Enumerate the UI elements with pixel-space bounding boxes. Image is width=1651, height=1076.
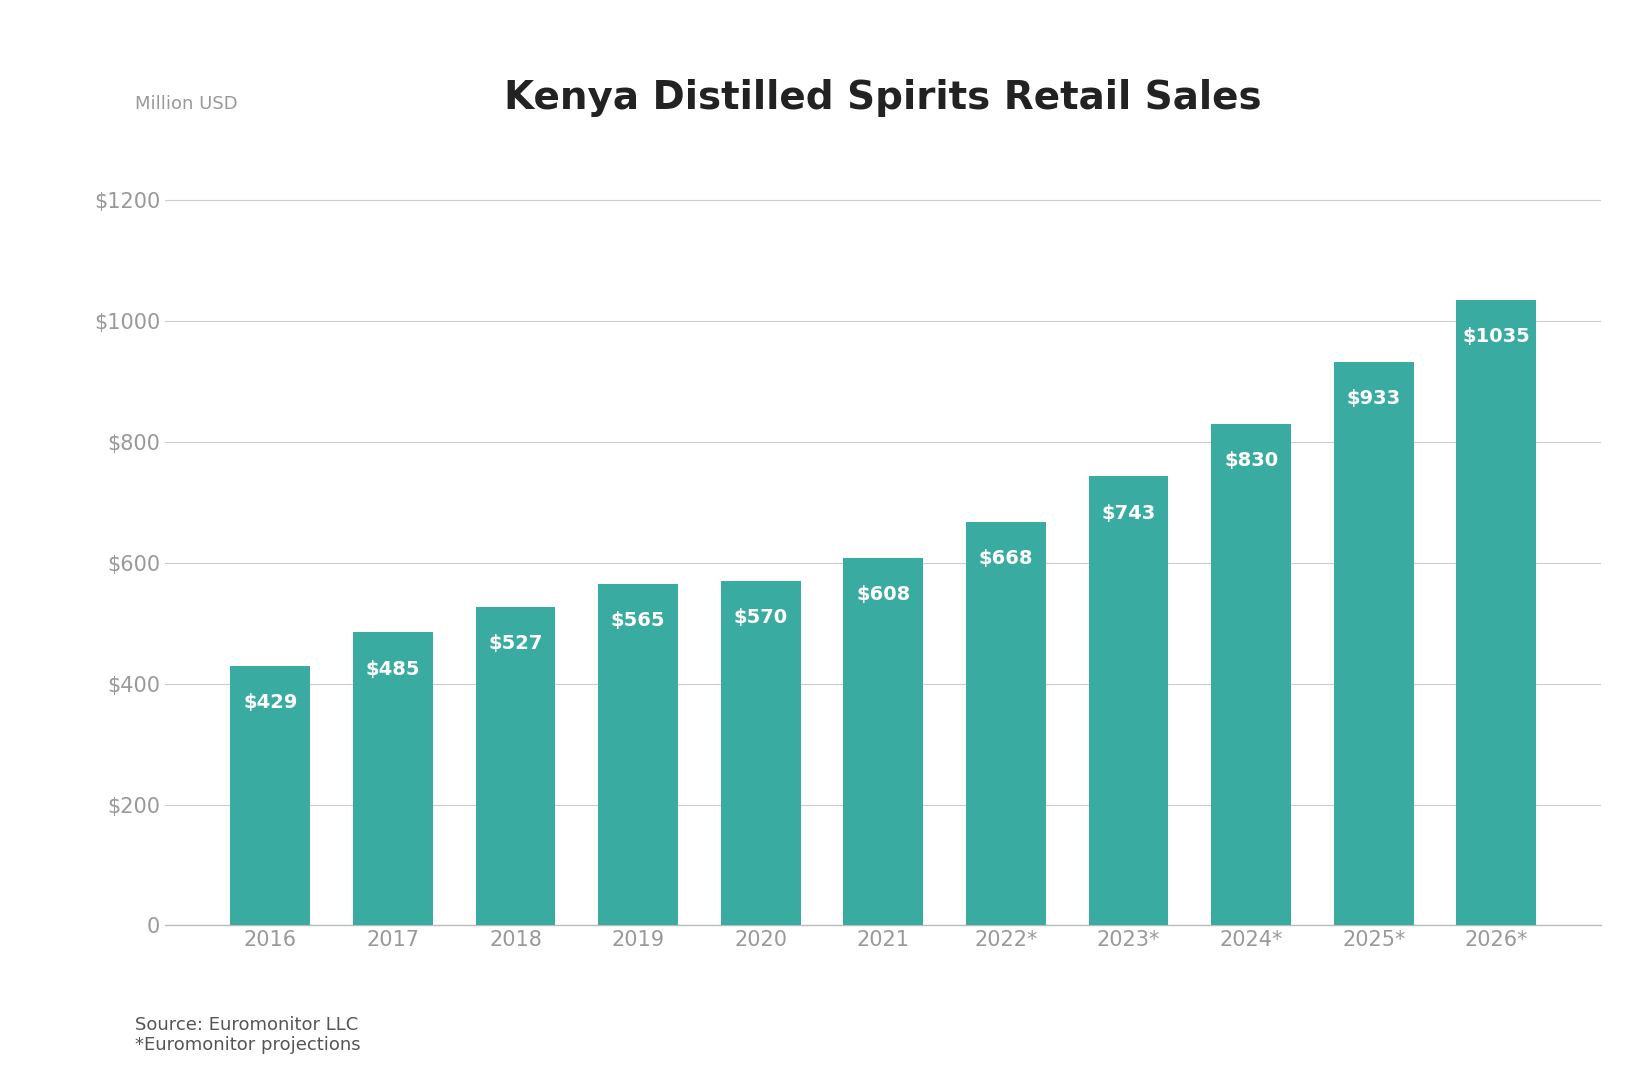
Text: $608: $608	[857, 585, 910, 605]
Text: $527: $527	[489, 634, 543, 653]
Text: $429: $429	[243, 693, 297, 712]
Bar	[966, 522, 1045, 925]
Text: Million USD: Million USD	[135, 95, 238, 113]
Bar	[231, 666, 310, 925]
Bar	[844, 558, 923, 925]
Bar	[1212, 424, 1291, 925]
Bar	[475, 607, 555, 925]
Bar	[1088, 477, 1169, 925]
Bar	[721, 581, 801, 925]
Text: $668: $668	[979, 549, 1034, 568]
Bar	[598, 584, 679, 925]
Bar	[1456, 300, 1535, 925]
Bar	[1334, 362, 1413, 925]
Text: $485: $485	[365, 660, 419, 679]
Text: Source: Euromonitor LLC
*Euromonitor projections: Source: Euromonitor LLC *Euromonitor pro…	[135, 1016, 362, 1054]
Text: $570: $570	[733, 608, 788, 627]
Text: $743: $743	[1101, 504, 1156, 523]
Text: $1035: $1035	[1463, 327, 1530, 346]
Text: $565: $565	[611, 611, 665, 631]
Title: Kenya Distilled Spirits Retail Sales: Kenya Distilled Spirits Retail Sales	[505, 80, 1261, 117]
Text: $830: $830	[1223, 451, 1278, 470]
Text: $933: $933	[1347, 388, 1400, 408]
Bar	[353, 633, 433, 925]
